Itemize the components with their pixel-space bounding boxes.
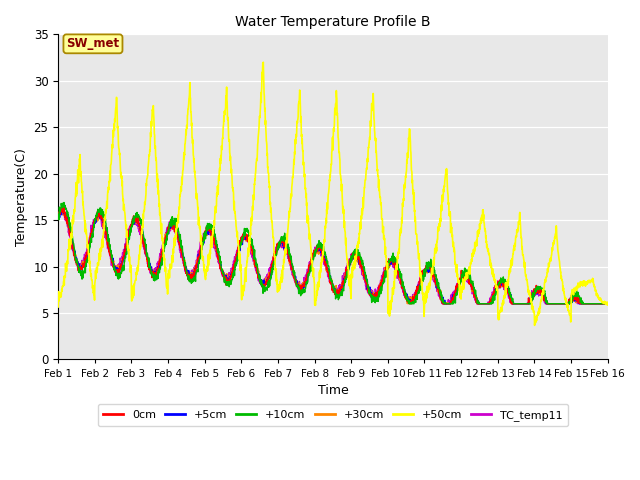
Y-axis label: Temperature(C): Temperature(C) (15, 148, 28, 246)
Text: SW_met: SW_met (67, 37, 120, 50)
Legend: 0cm, +5cm, +10cm, +30cm, +50cm, TC_temp11: 0cm, +5cm, +10cm, +30cm, +50cm, TC_temp1… (98, 404, 568, 426)
Title: Water Temperature Profile B: Water Temperature Profile B (235, 15, 431, 29)
X-axis label: Time: Time (317, 384, 348, 397)
